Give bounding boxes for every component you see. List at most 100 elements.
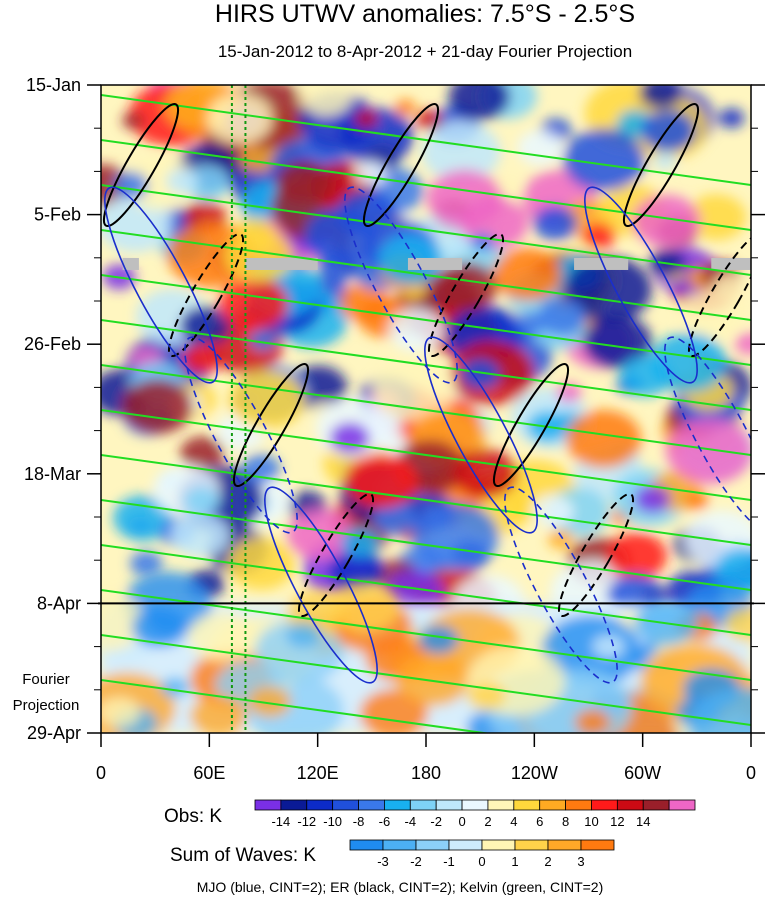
obs-blob <box>548 529 574 550</box>
obs-colorbar: -14 -12 -10 -8 -6 -4 -2 0 2 4 6 8 10 12 14 <box>254 799 696 829</box>
colorbar-swatch <box>481 839 516 851</box>
kelvin-contour <box>101 544 751 636</box>
kelvin-contour <box>101 499 751 591</box>
obs-blob <box>639 85 682 109</box>
mjo-contour <box>184 336 298 534</box>
waves-colorbar: -3 -2 -1 0 1 2 3 <box>349 839 615 869</box>
projection-blob <box>395 653 470 707</box>
y-tick-label: 18-Mar <box>24 464 81 484</box>
obs-blob <box>565 409 642 469</box>
obs-blob <box>207 93 273 144</box>
er-contour <box>167 232 245 358</box>
projection-blob <box>688 687 751 733</box>
kelvin-contour <box>101 679 492 733</box>
colorbar-swatch <box>487 799 515 811</box>
er-contour <box>362 102 440 228</box>
colorbar-tick-label: 10 <box>584 814 598 829</box>
obs-blob <box>421 121 501 182</box>
colorbar-tick-label: -12 <box>297 814 316 829</box>
x-tick-label: 120E <box>297 763 339 783</box>
obs-blob <box>448 85 510 121</box>
y-tick-label: 29-Apr <box>27 723 81 743</box>
missing-data-bar <box>574 257 629 270</box>
colorbar-tick-label: -2 <box>430 814 442 829</box>
colorbar-swatch <box>668 799 696 811</box>
obs-blob <box>735 332 751 355</box>
colorbar-swatch <box>448 839 483 851</box>
contour-legend: MJO (blue, CINT=2); ER (black, CINT=2); … <box>197 879 604 895</box>
colorbar-tick-label: 1 <box>511 854 518 869</box>
obs-blob <box>563 128 645 192</box>
projection-blob <box>190 695 248 733</box>
projection-blob <box>328 581 400 632</box>
colorbar-swatch <box>547 839 582 851</box>
obs-blob <box>640 109 696 152</box>
obs-blob <box>113 495 173 541</box>
er-contour <box>687 232 751 358</box>
colorbar-tick-label: -3 <box>377 854 389 869</box>
obs-blob <box>122 112 144 130</box>
obs-blob <box>666 417 751 485</box>
mjo-contour <box>584 186 698 384</box>
colorbar-swatch <box>384 799 411 811</box>
projection-blob <box>285 622 322 648</box>
obs-blob <box>183 486 220 515</box>
obs-blob <box>684 491 709 511</box>
obs-blob <box>517 130 564 166</box>
mjo-contour <box>664 336 751 534</box>
x-tick-label: 60W <box>624 763 661 783</box>
er-contour <box>297 492 375 618</box>
obs-blob <box>180 436 225 471</box>
obs-blob <box>434 262 498 311</box>
obs-blob <box>339 283 391 322</box>
obs-blob <box>228 370 306 430</box>
obs-blob <box>122 379 193 434</box>
obs-blob <box>713 273 744 297</box>
colorbar-swatch <box>358 799 385 811</box>
observed-anomaly-field <box>101 85 751 636</box>
colorbar-tick-label: -4 <box>405 814 417 829</box>
missing-data-bar <box>407 257 463 270</box>
wave-contours <box>101 94 751 733</box>
projection-blob <box>592 634 625 658</box>
obs-blob <box>318 250 359 282</box>
colorbar-tick-label: 6 <box>536 814 543 829</box>
projection-label-line2: Projection <box>13 697 80 714</box>
obs-blob <box>355 161 388 186</box>
obs-blob <box>275 160 332 204</box>
obs-blob <box>372 501 417 536</box>
x-tick-label: 120W <box>511 763 558 783</box>
kelvin-contour <box>101 274 751 366</box>
colorbar-swatch <box>514 839 549 851</box>
projection-blob <box>131 607 188 648</box>
obs-blob <box>341 527 380 558</box>
colorbar-swatch <box>280 799 308 811</box>
projection-blob <box>466 681 507 710</box>
obs-blob <box>565 256 652 324</box>
obs-blob <box>533 206 578 241</box>
er-contour <box>492 362 570 488</box>
er-contour <box>622 102 700 228</box>
y-axis: 15-Jan 5-Feb 26-Feb 18-Mar 8-Apr 29-Apr <box>24 75 765 743</box>
x-tick-label: 180 <box>411 763 441 783</box>
colorbar-tick-label: -10 <box>323 814 342 829</box>
projection-label-line1: Fourier <box>22 671 70 688</box>
projection-blob <box>248 686 292 718</box>
y-tick-label: 8-Apr <box>37 593 81 613</box>
colorbar-tick-label: -14 <box>271 814 290 829</box>
colorbar-swatch <box>382 839 417 851</box>
colorbar-swatch <box>349 839 384 851</box>
missing-data-bar <box>122 257 139 270</box>
kelvin-contour <box>101 634 751 726</box>
projection-blob <box>574 709 610 733</box>
obs-blob <box>250 329 277 350</box>
projection-blob <box>101 697 141 728</box>
colorbar-swatch <box>415 839 450 851</box>
missing-data-bar <box>711 257 751 270</box>
obs-blob <box>556 382 582 403</box>
colorbar-swatch <box>254 799 282 811</box>
obs-colorbar-label: Obs: K <box>164 806 222 827</box>
obs-blob <box>634 485 671 514</box>
chart-title: HIRS UTWV anomalies: 7.5°S - 2.5°S <box>215 0 635 28</box>
obs-blob <box>337 190 397 236</box>
